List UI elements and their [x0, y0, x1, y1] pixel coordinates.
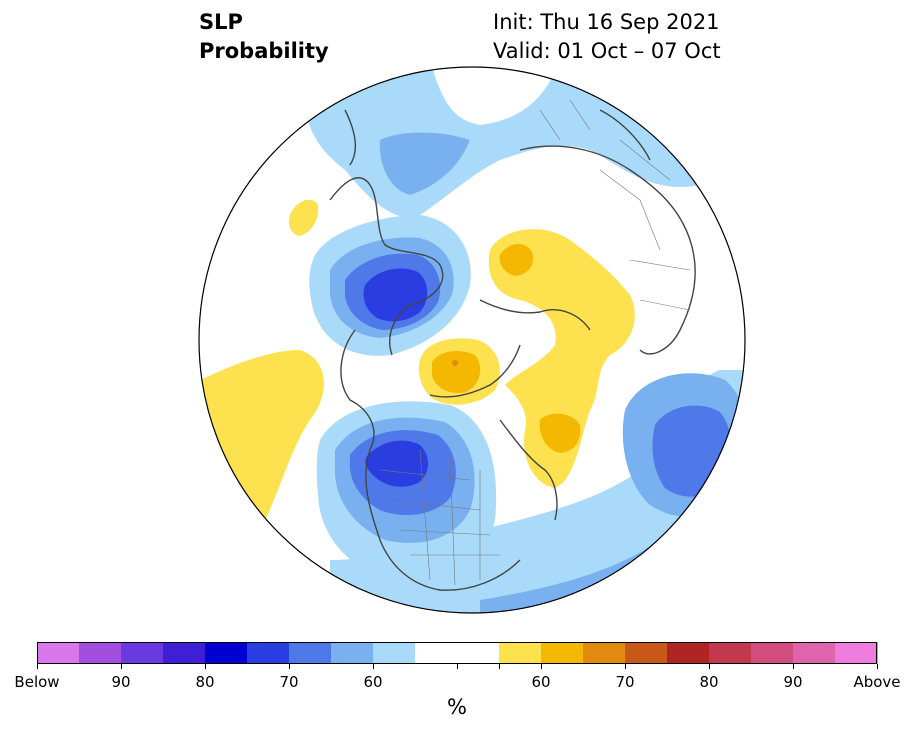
colorbar-cell	[793, 642, 836, 664]
colorbar-cell	[751, 642, 794, 664]
init-date: Init: Thu 16 Sep 2021	[493, 10, 720, 34]
coastlines	[329, 109, 696, 591]
colorbar-cell	[37, 642, 80, 664]
colorbar-tick-label: 60	[531, 673, 551, 691]
colorbar-cell	[457, 642, 500, 664]
colorbar-tick-label: 70	[615, 673, 635, 691]
colorbar-tick	[625, 664, 626, 669]
colorbar-tick	[877, 664, 878, 669]
colorbar-tick-label: 80	[699, 673, 719, 691]
colorbar-cell	[121, 642, 164, 664]
colorbar-tick-label: 80	[195, 673, 215, 691]
colorbar-tick	[541, 664, 542, 669]
colorbar-tick	[205, 664, 206, 669]
colorbar-cell	[331, 642, 374, 664]
colorbar-cell	[541, 642, 584, 664]
colorbar-tick	[793, 664, 794, 669]
probability-field	[199, 67, 745, 613]
colorbar-cell	[205, 642, 248, 664]
colorbar-cell	[583, 642, 626, 664]
colorbar-tick	[121, 664, 122, 669]
colorbar-cell	[499, 642, 542, 664]
title-quantity: Probability	[199, 39, 329, 63]
colorbar-tick-label: 90	[783, 673, 803, 691]
colorbar-tick-label: Above	[853, 673, 901, 691]
colorbar-cell	[415, 642, 458, 664]
colorbar-tick-label: 60	[363, 673, 383, 691]
valid-dates: Valid: 01 Oct – 07 Oct	[493, 39, 721, 63]
colorbar-tick-label: 70	[279, 673, 299, 691]
colorbar-cell	[289, 642, 332, 664]
colorbar-tick	[373, 664, 374, 669]
above-region-siberia	[488, 229, 635, 488]
colorbar-unit: %	[447, 695, 467, 719]
forecast-dates: Init: Thu 16 Sep 2021 Valid: 01 Oct – 07…	[493, 8, 721, 66]
colorbar-tick	[457, 664, 458, 669]
colorbar-cell	[373, 642, 416, 664]
colorbar-cell	[247, 642, 290, 664]
colorbar-cell	[163, 642, 206, 664]
colorbar-cell	[835, 642, 878, 664]
colorbar-tick	[289, 664, 290, 669]
polar-map	[198, 66, 746, 614]
chart-title: SLP Probability	[199, 8, 329, 66]
colorbar-cell	[625, 642, 668, 664]
colorbar-tick	[499, 664, 500, 669]
colorbar	[37, 642, 878, 664]
map-boundary	[198, 66, 746, 614]
colorbar-tick-label: 90	[111, 673, 131, 691]
colorbar-cell	[79, 642, 122, 664]
colorbar-cell	[709, 642, 752, 664]
title-variable: SLP	[199, 10, 243, 34]
borders	[379, 99, 691, 586]
colorbar-cell	[667, 642, 710, 664]
colorbar-tick	[37, 664, 38, 669]
colorbar-tick-label: Below	[14, 673, 60, 691]
colorbar-tick	[709, 664, 710, 669]
